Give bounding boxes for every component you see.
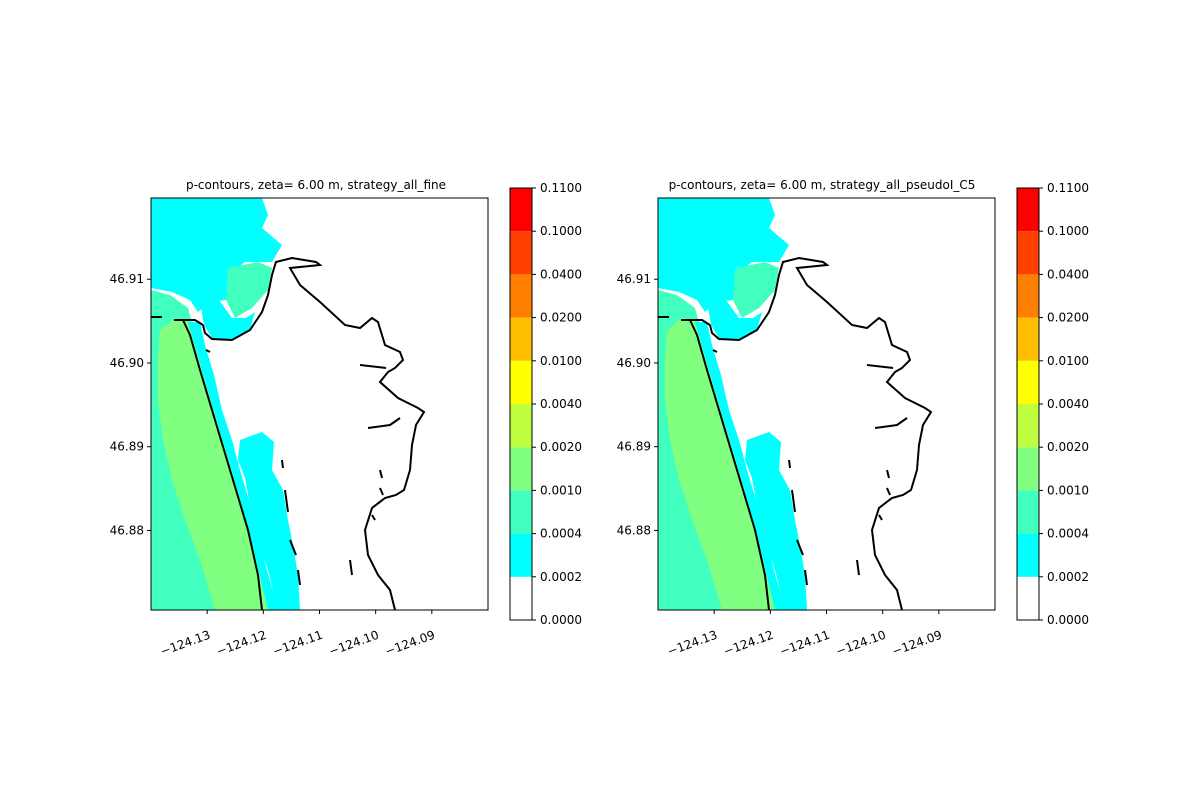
x-tick-label: −124.09 bbox=[890, 628, 944, 659]
y-tick-label: 46.89 bbox=[617, 440, 651, 454]
colorbar-tick-label: 0.0040 bbox=[540, 397, 582, 411]
colorbar-segment bbox=[1017, 317, 1039, 361]
colorbar-tick-label: 0.1000 bbox=[1047, 224, 1089, 238]
colorbar-tick-label: 0.0400 bbox=[1047, 267, 1089, 281]
colorbar-tick-label: 0.0400 bbox=[540, 267, 582, 281]
chart-right-map bbox=[658, 198, 932, 610]
colorbar-segment bbox=[510, 576, 532, 620]
x-tick-label: −124.11 bbox=[271, 628, 325, 659]
colorbar-tick-label: 0.0010 bbox=[1047, 483, 1089, 497]
colorbar-tick-label: 0.0100 bbox=[540, 354, 582, 368]
colorbar-segment bbox=[1017, 231, 1039, 275]
colorbar-tick-label: 0.0004 bbox=[540, 527, 582, 541]
chart-left-x-ticks: −124.13 −124.12 −124.11 −124.10 −124.09 bbox=[158, 610, 437, 659]
colorbar-segment bbox=[1017, 404, 1039, 448]
chart-left-colorbar: 0.0000 0.0002 0.0004 0.0010 0.0020 0.0040 0.01… bbox=[509, 181, 582, 627]
colorbar-tick-label: 0.0200 bbox=[1047, 311, 1089, 325]
y-tick-label: 46.90 bbox=[110, 356, 144, 370]
colorbar-segment bbox=[510, 274, 532, 318]
chart-left: p-contours, zeta= 6.00 m, strategy_all_f… bbox=[110, 178, 582, 659]
chart-right-colorbar: 0.0000 0.0002 0.0004 0.0010 0.0020 0.0040 0.01… bbox=[1016, 181, 1089, 627]
x-tick-label: −124.10 bbox=[327, 628, 381, 659]
colorbar-segment bbox=[510, 188, 532, 232]
colorbar-tick-label: 0.0002 bbox=[1047, 570, 1089, 584]
chart-left-title: p-contours, zeta= 6.00 m, strategy_all_f… bbox=[186, 178, 446, 192]
colorbar-segment bbox=[1017, 360, 1039, 404]
colorbar-tick-label: 0.0020 bbox=[1047, 440, 1089, 454]
chart-right-x-ticks: −124.13 −124.12 −124.11 −124.10 −124.09 bbox=[665, 610, 944, 659]
colorbar-tick-label: 0.1100 bbox=[540, 181, 582, 195]
x-tick-label: −124.11 bbox=[778, 628, 832, 659]
y-tick-label: 46.91 bbox=[110, 272, 144, 286]
colorbar-tick-label: 0.0100 bbox=[1047, 354, 1089, 368]
colorbar-segment bbox=[1017, 274, 1039, 318]
colorbar-segment bbox=[1017, 490, 1039, 534]
x-tick-label: −124.12 bbox=[215, 628, 269, 659]
colorbar-segment bbox=[1017, 188, 1039, 232]
colorbar-segment bbox=[510, 447, 532, 491]
chart-right-y-ticks: 46.88 46.89 46.90 46.91 bbox=[617, 272, 658, 537]
colorbar-tick-label: 0.1000 bbox=[540, 224, 582, 238]
x-tick-label: −124.12 bbox=[722, 628, 776, 659]
colorbar-segment bbox=[510, 533, 532, 577]
colorbar-segment bbox=[1017, 447, 1039, 491]
colorbar-tick-label: 0.0020 bbox=[540, 440, 582, 454]
colorbar-tick-label: 0.0002 bbox=[540, 570, 582, 584]
x-tick-label: −124.10 bbox=[834, 628, 888, 659]
colorbar-tick-label: 0.0000 bbox=[1047, 613, 1089, 627]
colorbar-segment bbox=[510, 360, 532, 404]
y-tick-label: 46.88 bbox=[617, 523, 651, 537]
colorbar-segment bbox=[510, 231, 532, 275]
colorbar-tick-label: 0.0200 bbox=[540, 311, 582, 325]
colorbar-segment bbox=[510, 317, 532, 361]
colorbar-tick-label: 0.0040 bbox=[1047, 397, 1089, 411]
chart-right-title: p-contours, zeta= 6.00 m, strategy_all_p… bbox=[669, 178, 976, 192]
x-tick-label: −124.13 bbox=[665, 628, 719, 659]
chart-left-map bbox=[151, 198, 425, 610]
colorbar-segment bbox=[510, 404, 532, 448]
colorbar-tick-label: 0.0010 bbox=[540, 483, 582, 497]
colorbar-segment bbox=[1017, 533, 1039, 577]
chart-right: p-contours, zeta= 6.00 m, strategy_all_p… bbox=[617, 178, 1089, 659]
x-tick-label: −124.13 bbox=[158, 628, 212, 659]
chart-left-y-ticks: 46.88 46.89 46.90 46.91 bbox=[110, 272, 151, 537]
x-tick-label: −124.09 bbox=[383, 628, 437, 659]
colorbar-tick-label: 0.0000 bbox=[540, 613, 582, 627]
y-tick-label: 46.88 bbox=[110, 523, 144, 537]
colorbar-tick-label: 0.1100 bbox=[1047, 181, 1089, 195]
y-tick-label: 46.89 bbox=[110, 440, 144, 454]
colorbar-segment bbox=[1017, 576, 1039, 620]
colorbar-tick-label: 0.0004 bbox=[1047, 527, 1089, 541]
y-tick-label: 46.91 bbox=[617, 272, 651, 286]
y-tick-label: 46.90 bbox=[617, 356, 651, 370]
colorbar-segment bbox=[510, 490, 532, 534]
